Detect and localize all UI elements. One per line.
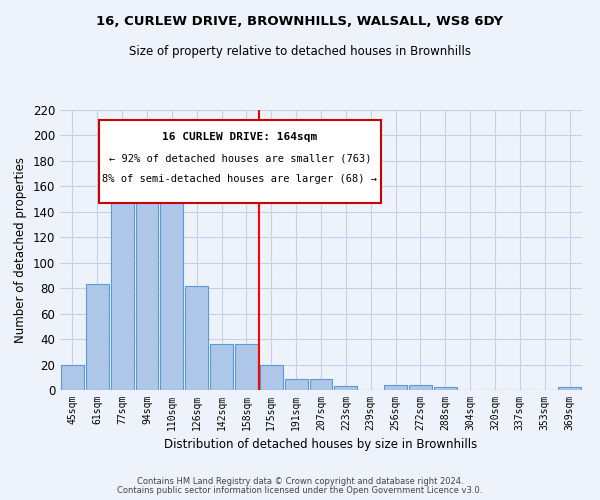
Bar [86,284,109,390]
Bar [160,166,183,390]
Y-axis label: Number of detached properties: Number of detached properties [14,157,27,343]
Text: Size of property relative to detached houses in Brownhills: Size of property relative to detached ho… [129,45,471,58]
Text: 16, CURLEW DRIVE, BROWNHILLS, WALSALL, WS8 6DY: 16, CURLEW DRIVE, BROWNHILLS, WALSALL, W… [97,15,503,28]
Bar [136,160,158,390]
Bar [434,388,457,390]
Text: Contains public sector information licensed under the Open Government Licence v3: Contains public sector information licen… [118,486,482,495]
Text: 16 CURLEW DRIVE: 164sqm: 16 CURLEW DRIVE: 164sqm [163,132,317,141]
Bar [61,364,84,390]
Text: 8% of semi-detached houses are larger (68) →: 8% of semi-detached houses are larger (6… [103,174,377,184]
Bar [558,388,581,390]
Bar [334,386,357,390]
Bar [260,364,283,390]
Bar [210,344,233,390]
Text: ← 92% of detached houses are smaller (763): ← 92% of detached houses are smaller (76… [109,154,371,164]
Bar [384,385,407,390]
Bar [111,161,134,390]
Bar [235,344,258,390]
Bar [185,286,208,390]
Bar [409,385,432,390]
Bar [310,378,332,390]
X-axis label: Distribution of detached houses by size in Brownhills: Distribution of detached houses by size … [164,438,478,452]
Text: Contains HM Land Registry data © Crown copyright and database right 2024.: Contains HM Land Registry data © Crown c… [137,477,463,486]
Bar [285,378,308,390]
